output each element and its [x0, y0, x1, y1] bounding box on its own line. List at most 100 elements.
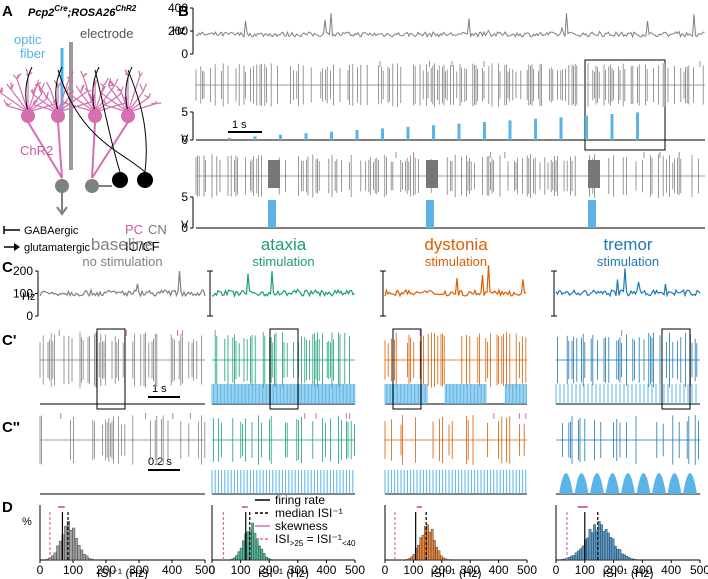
condition-name: baseline [91, 235, 154, 254]
rate-trace [39, 271, 206, 298]
hist-bar [237, 551, 241, 561]
hist-bar [590, 532, 594, 561]
stim-train [384, 384, 527, 404]
optic-label: optic [14, 32, 42, 47]
condition-name: dystonia [424, 235, 488, 254]
io-label: IO/CF [125, 239, 160, 254]
hist-bar [597, 521, 601, 561]
zoom-box [269, 328, 299, 410]
cf-branch [55, 66, 63, 113]
hist-bar [602, 531, 606, 561]
panel-label: C' [2, 332, 16, 349]
axis-unit: V [181, 133, 189, 145]
y-tick-label: 400 [168, 1, 188, 15]
x-tick-label: 300 [632, 563, 652, 577]
cs-spikes [304, 413, 351, 419]
hist-bar [609, 537, 613, 561]
electrode [69, 42, 73, 170]
pc-dendrites [0, 68, 57, 113]
hist-bar [246, 531, 250, 561]
hist-bar [262, 553, 266, 561]
spike-train [39, 415, 206, 465]
axis-unit: V [181, 219, 189, 231]
spike-train [39, 332, 205, 388]
hist-bar [421, 534, 425, 561]
hist-bar [611, 538, 615, 561]
zoom-box [392, 328, 422, 410]
hist-bar [579, 548, 583, 561]
rate-trace [555, 268, 701, 298]
spike-train [556, 415, 700, 465]
legend-text: firing rate [275, 493, 325, 507]
hist-bar [593, 524, 596, 561]
stim-pulse [228, 138, 231, 140]
y-tick-label: 0 [181, 221, 188, 235]
optic-label: fiber [20, 46, 46, 61]
hist-bar [56, 545, 60, 561]
stim-pulse [508, 120, 512, 140]
legend-part: ISI [275, 532, 290, 546]
hist-bar [435, 547, 439, 561]
y-tick-label: 5 [181, 190, 188, 204]
legend-text: ISI>25 = ISI⁻¹<40 [275, 532, 356, 548]
pc-soma [21, 109, 35, 123]
x-tick-label: 300 [460, 563, 480, 577]
x-tick-label: 400 [489, 563, 509, 577]
x-tick-label: 500 [195, 563, 215, 577]
cn-cell [55, 179, 69, 193]
legend-text: median ISI⁻¹ [275, 506, 343, 520]
hist-bar [632, 558, 636, 561]
cn-axon [56, 193, 68, 216]
hist-bar [58, 540, 62, 561]
hist-bar [253, 533, 257, 561]
hist-bar [251, 522, 254, 561]
hist-bar [232, 557, 236, 561]
x-tick-label: 500 [517, 563, 537, 577]
hist-bar [560, 559, 564, 561]
hist-bar [239, 547, 243, 561]
hist-bar [405, 559, 409, 561]
hist-bar [90, 558, 94, 561]
zoom-box [96, 328, 126, 410]
hist-bar [264, 556, 268, 561]
y-tick-label: 0 [181, 47, 188, 61]
x-axis-label: ISI⁻¹ (Hz) [603, 566, 654, 579]
cs-spikes [395, 152, 680, 158]
panel-label: C'' [2, 419, 20, 436]
hist-bar [567, 557, 571, 561]
hist-bar [45, 558, 49, 561]
hist-bar [630, 558, 633, 561]
legend-part: >25 [290, 539, 304, 548]
hist-bar [634, 559, 638, 561]
hist-bar [577, 550, 580, 561]
hist-bar [570, 555, 573, 561]
spike-train [195, 63, 705, 107]
pc-axon [91, 121, 129, 179]
condition-name: ataxia [261, 235, 307, 254]
panel-label: A [2, 3, 13, 20]
panel-label: D [2, 499, 13, 516]
hist-bar [260, 548, 264, 561]
pc-axon [91, 121, 96, 179]
stim-burst [559, 473, 697, 494]
stim-pulse [636, 112, 639, 140]
genotype-part: ;ROSA26 [68, 7, 117, 19]
x-tick-label: 200 [259, 563, 279, 577]
hist-bar [437, 550, 441, 561]
io-cell [112, 172, 128, 188]
hist-bar [72, 527, 76, 561]
hist-bar [77, 545, 81, 561]
cn-label: CN [148, 222, 167, 237]
hist-bar [428, 531, 432, 561]
y-tick-label: 200 [168, 24, 188, 38]
cn-cell [85, 179, 99, 193]
hist-bar [574, 552, 578, 561]
stim-train [211, 384, 356, 404]
hist-bar [87, 558, 92, 561]
x-tick-label: 100 [231, 563, 251, 577]
legend-text: glutamatergic [24, 242, 91, 254]
legend-part: = ISI⁻¹ [303, 532, 342, 546]
cf-axon [57, 69, 147, 173]
stim-train [211, 470, 354, 494]
